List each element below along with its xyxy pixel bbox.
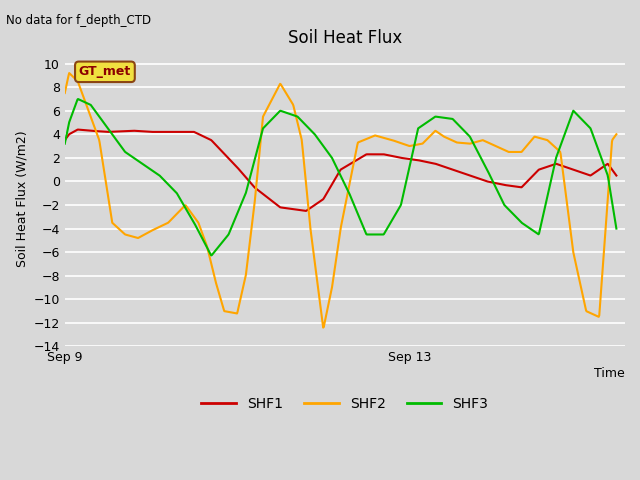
Y-axis label: Soil Heat Flux (W/m2): Soil Heat Flux (W/m2) [15, 131, 28, 267]
Text: Time: Time [595, 367, 625, 380]
Text: GT_met: GT_met [79, 65, 131, 78]
Text: No data for f_depth_CTD: No data for f_depth_CTD [6, 14, 152, 27]
Legend: SHF1, SHF2, SHF3: SHF1, SHF2, SHF3 [196, 392, 494, 417]
Title: Soil Heat Flux: Soil Heat Flux [288, 29, 402, 48]
